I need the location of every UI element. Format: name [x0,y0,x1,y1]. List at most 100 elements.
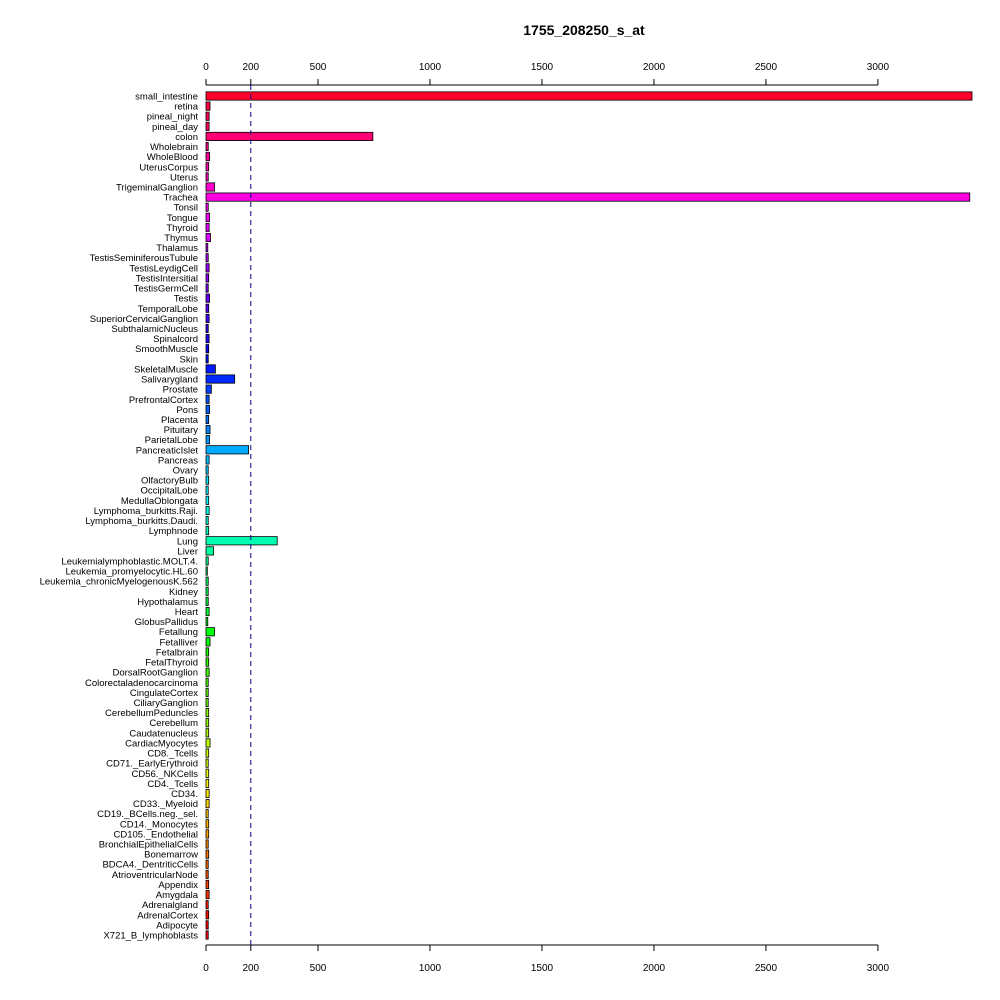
category-label: Bonemarrow [144,850,198,861]
category-label: Lymphoma_burkitts.Daudi. [85,516,198,527]
category-label: GlobusPallidus [135,617,199,628]
chart-title: 1755_208250_s_at [523,22,645,38]
bar [205,334,210,344]
bar [205,91,973,101]
category-label: Lymphoma_burkitts.Raji. [94,506,198,517]
bar [205,566,208,576]
bar [205,930,209,940]
top-axis-tick-label: 2000 [643,62,666,73]
category-label: WholeBlood [147,152,198,163]
bar [205,556,209,566]
bar [205,526,210,536]
bar [205,596,209,606]
top-axis-tick-label: 3000 [867,62,890,73]
category-label: Testis [174,294,199,305]
bar [205,738,211,748]
category-label: Pons [176,405,198,416]
bar [205,637,211,647]
top-axis-tick-label: 1500 [531,62,554,73]
category-label: MedullaOblongata [121,496,199,507]
bar [205,475,210,485]
bar [205,394,210,404]
category-label: Tonsil [174,203,198,214]
category-label: OccipitalLobe [140,486,198,497]
category-label: Amygdala [156,890,199,901]
category-label: Trachea [164,193,199,204]
bar [205,435,210,445]
bar [205,536,278,546]
category-label: CardiacMyocytes [125,738,198,749]
top-axis-tick-label: 0 [203,62,209,73]
top-axis-tick-label: 500 [310,62,327,73]
bar [205,131,374,141]
bar [205,152,210,162]
bar [205,819,210,829]
bar [205,516,209,526]
category-label: CingulateCortex [130,688,198,699]
bar [205,344,210,354]
category-label: Liver [177,546,198,557]
category-label: Caudatenucleus [129,728,198,739]
category-label: AdrenalCortex [137,910,198,921]
category-label: Spinalcord [153,334,198,345]
bar [205,677,209,687]
bar [205,768,210,778]
category-label: Colorectaladenocarcinoma [85,678,199,689]
bottom-axis-tick-label: 500 [310,963,327,974]
bar [205,485,209,495]
category-label: Leukemia_promyelocytic.HL.60 [65,567,198,578]
bar [205,172,209,182]
bar [205,667,210,677]
category-label: Uterus [170,172,198,183]
category-label: BDCA4._DentriticCells [102,860,198,871]
category-label: PancreaticIslet [136,445,199,456]
bar [205,414,210,425]
top-axis-tick-label: 1000 [419,62,442,73]
bar [205,697,209,708]
category-label: Thymus [164,233,198,244]
bar [205,708,210,718]
category-label: Thalamus [156,243,198,254]
bar [205,192,971,202]
category-label: Tongue [167,213,198,224]
bar [205,495,210,505]
bars-group [205,91,973,940]
bar [205,606,210,617]
bottom-axis-tick-label: 3000 [867,963,890,974]
top-axis-tick-label: 2500 [755,62,778,73]
category-label: Lymphnode [149,526,198,537]
category-label: Heart [175,607,199,618]
bar [205,162,210,172]
bar [205,799,210,809]
category-labels-group: small_intestineretinapineal_nightpineal_… [40,92,199,942]
bar [205,505,210,515]
category-label: Thyroid [166,223,198,234]
top-axis-tick-label: 200 [242,62,259,73]
bar [205,111,210,121]
bar [205,243,209,253]
category-label: TrigeminalGanglion [116,182,198,193]
bar [205,182,215,192]
bar [205,718,210,728]
bar [205,384,212,394]
bar [205,313,210,323]
category-label: Adrenalgland [142,900,198,911]
bar [205,778,210,788]
category-label: Ovary [173,466,199,477]
category-label: CD19._BCells.neg._sel. [97,809,198,820]
category-label: OlfactoryBulb [141,476,198,487]
bar [205,283,209,293]
category-label: Salivarygland [141,375,198,386]
bar [205,455,210,465]
bar [205,647,210,657]
category-label: pineal_day [152,122,198,133]
category-label: Prostate [163,385,198,396]
category-label: Pituitary [164,425,199,436]
bar [205,849,210,859]
bar [205,364,216,374]
category-label: PrefrontalCortex [129,395,198,406]
bar [205,617,209,627]
bar [205,900,209,910]
bar [205,910,210,920]
